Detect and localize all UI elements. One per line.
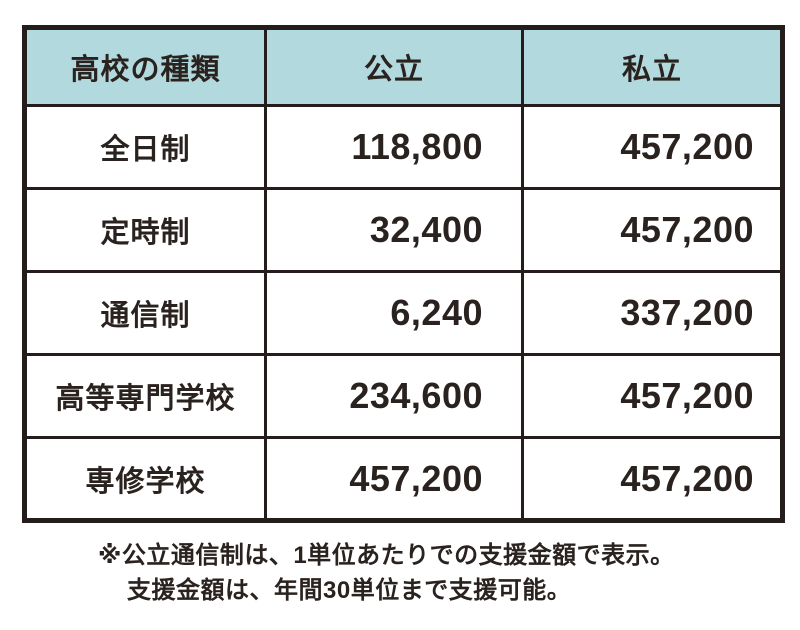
private-amount: 457,200 [521,353,784,439]
footnote-line-2: 支援金額は、年間30単位まで支援可能。 [127,577,572,604]
subsidy-table: 高校の種類 公立 私立 全日制 118,800 457,200 定時制 32,4… [22,25,785,523]
header-school-type: 高校の種類 [23,26,267,107]
table-row: 全日制 118,800 457,200 [23,104,784,190]
row-label: 定時制 [23,187,267,273]
table-row: 高等専門学校 234,600 457,200 [23,353,784,439]
public-amount: 118,800 [264,104,524,190]
public-amount: 457,200 [264,436,524,522]
public-amount: 6,240 [264,270,524,356]
table-header-row: 高校の種類 公立 私立 [23,26,784,107]
footnote-line-1: ※公立通信制は、1単位あたりでの支援金額で表示。 [98,542,675,569]
row-label: 通信制 [23,270,267,356]
public-amount: 32,400 [264,187,524,273]
row-label: 高等専門学校 [23,353,267,439]
private-amount: 457,200 [521,436,784,522]
header-private: 私立 [521,26,784,107]
table-row: 専修学校 457,200 457,200 [23,436,784,522]
public-amount: 234,600 [264,353,524,439]
table-row: 通信制 6,240 337,200 [23,270,784,356]
header-public: 公立 [264,26,524,107]
private-amount: 457,200 [521,187,784,273]
footnote: ※公立通信制は、1単位あたりでの支援金額で表示。 支援金額は、年間30単位まで支… [98,538,675,608]
row-label: 専修学校 [23,436,267,522]
table-row: 定時制 32,400 457,200 [23,187,784,273]
private-amount: 337,200 [521,270,784,356]
private-amount: 457,200 [521,104,784,190]
row-label: 全日制 [23,104,267,190]
